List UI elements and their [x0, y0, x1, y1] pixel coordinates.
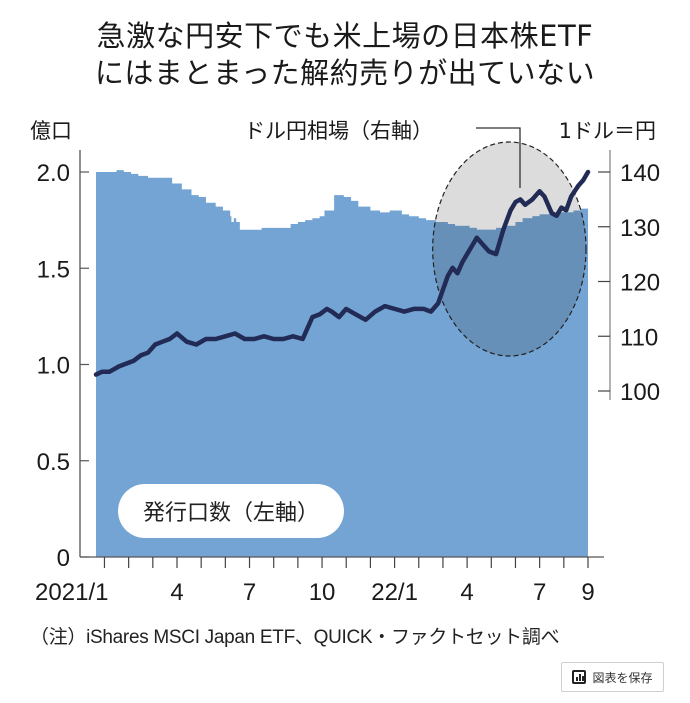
highlight-ellipse-outline-layer: [432, 141, 587, 357]
issued-units-area-highlight-layer: [432, 170, 586, 356]
line-callout-label: ドル円相場（右軸）: [244, 119, 433, 143]
x-axis-tick-label: 7: [533, 579, 546, 606]
x-axis-tick-label: 7: [243, 579, 256, 606]
left-axis-tick-label: 2.0: [37, 160, 70, 187]
axes-layer: 億口 1ドル＝円 ドル円相場（右軸） 0 0.5 1.0 1.5 2.0 100 110 12…: [30, 119, 660, 606]
area-series-label: 発行口数（左軸）: [118, 484, 344, 538]
highlight-ellipse-outline: [432, 141, 587, 357]
source-note: （注）iShares MSCI Japan ETF、QUICK・ファクトセット調…: [30, 627, 560, 648]
left-axis-unit: 億口: [30, 119, 72, 143]
usdjpy-line: [93, 169, 591, 377]
issued-units-area-highlighted: [432, 170, 586, 356]
left-axis-tick-label: 1.0: [37, 353, 70, 380]
left-axis-tick-label: 0.5: [37, 449, 70, 476]
right-axis-tick-label: 100: [620, 379, 660, 406]
x-axis-tick-label: 9: [581, 579, 594, 606]
chart-title-line1: 急激な円安下でも米上場の日本株ETF: [96, 19, 594, 53]
line-callout-leader: [476, 127, 521, 188]
left-axis-tick-label: 1.5: [37, 256, 70, 283]
right-axis-tick-label: 140: [620, 160, 660, 187]
x-axis-tick-label: 4: [170, 579, 183, 606]
right-axis-tick-label: 110: [620, 324, 658, 351]
save-chart-button[interactable]: 図表を保存: [561, 662, 664, 692]
x-axis-tick-label: 4: [460, 579, 473, 606]
x-axis-tick-label: 22/1: [371, 579, 418, 606]
bar-chart-icon: [572, 670, 587, 684]
x-axis-tick-label: 2021/1: [35, 579, 108, 606]
save-chart-label: 図表を保存: [592, 670, 653, 685]
right-axis-tick-label: 130: [620, 215, 660, 242]
x-axis-tick-label: 10: [309, 579, 336, 606]
right-axis-unit: 1ドル＝円: [559, 119, 656, 143]
usdjpy-line-layer: [93, 169, 591, 377]
chart-title: 急激な円安下でも米上場の日本株ETF にはまとまった解約売りが出ていない: [0, 18, 690, 92]
right-axis-tick-label: 120: [620, 270, 660, 297]
left-axis-tick-label: 0: [57, 545, 70, 572]
chart-title-line2: にはまとまった解約売りが出ていない: [94, 56, 596, 90]
